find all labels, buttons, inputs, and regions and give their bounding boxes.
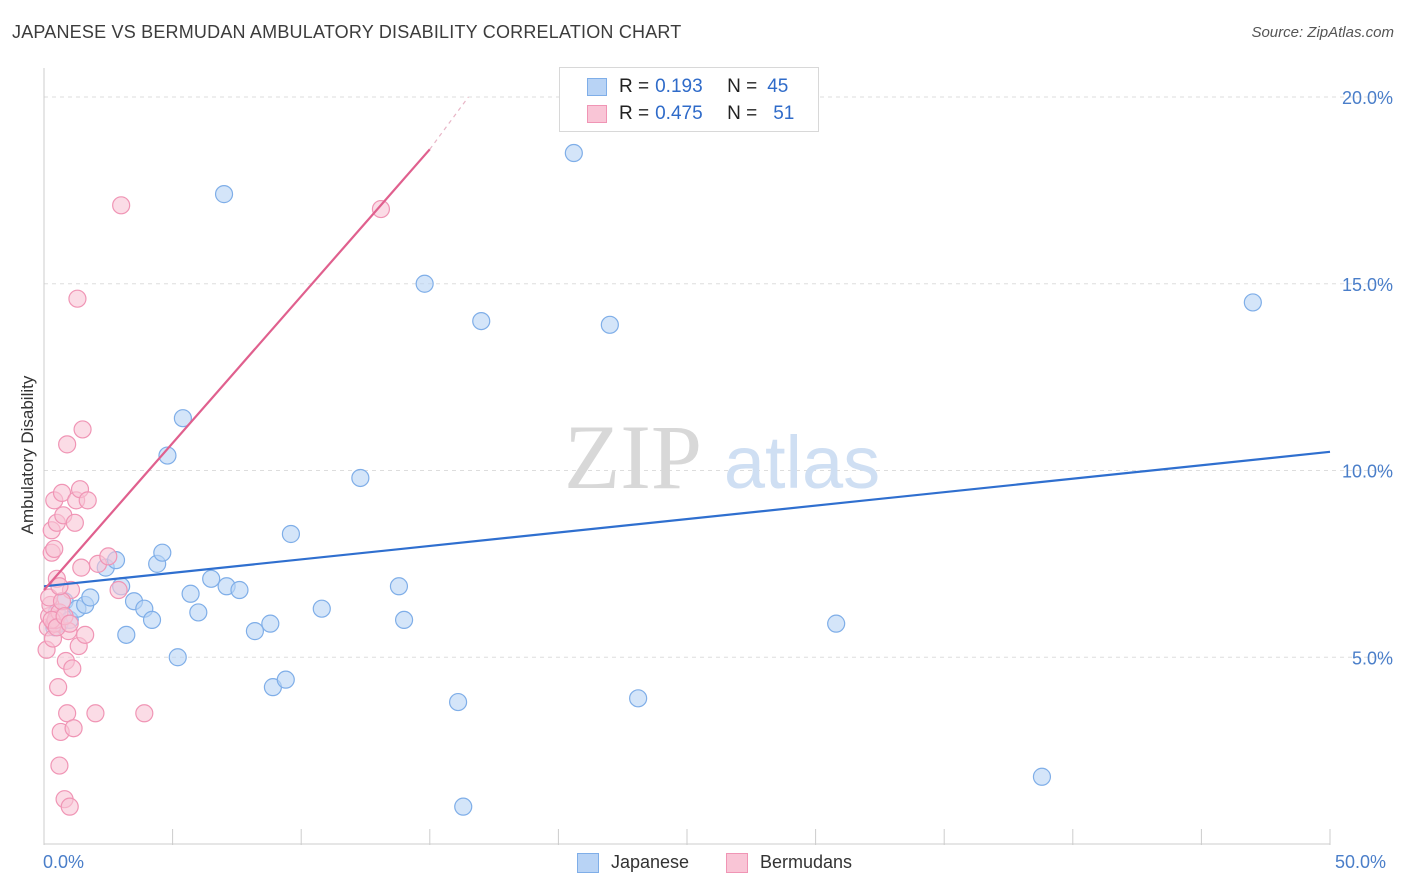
japanese-point	[454, 797, 473, 816]
japanese-point	[312, 599, 331, 618]
correlation-legend: R = 0.193 N = 45 R = 0.475 N = 51	[559, 67, 819, 132]
japanese-point	[600, 315, 619, 334]
japanese-point	[189, 603, 208, 622]
bermudan-trend-extension	[429, 96, 469, 150]
bermudan-point	[65, 513, 84, 532]
legend-row-japanese: R = 0.193 N = 45	[560, 74, 788, 100]
r-label: R =	[619, 76, 650, 97]
japanese-point	[158, 446, 177, 465]
japanese-trend-line	[43, 450, 1331, 588]
x-tick-label-min: 0.0%	[43, 852, 85, 872]
japanese-swatch	[587, 78, 607, 96]
bermudan-point	[86, 704, 105, 723]
bermudan-point	[99, 547, 118, 566]
r-value: 0.475	[655, 103, 703, 124]
japanese-point	[117, 625, 136, 644]
bermudan-point	[58, 435, 77, 454]
japanese-point	[168, 648, 187, 667]
japanese-point	[276, 670, 295, 689]
y-tick-label-2: 15.0%	[1342, 275, 1393, 295]
x-tick-label-max: 50.0%	[1335, 852, 1387, 872]
y-tick-label-3: 20.0%	[1342, 88, 1393, 108]
bermudan-point	[112, 196, 131, 215]
watermark-zip: ZIP	[564, 406, 702, 508]
japanese-point	[564, 143, 583, 163]
japanese-point	[214, 185, 234, 204]
bermudan-point	[135, 704, 154, 723]
trend-lines	[43, 96, 1331, 591]
watermark-atlas: atlas	[724, 421, 880, 504]
japanese-swatch	[577, 852, 599, 873]
bermudan-point	[73, 420, 92, 439]
bermudan-point	[63, 659, 82, 678]
japanese-point	[827, 614, 846, 633]
japanese-point	[261, 614, 280, 633]
japanese-point	[181, 584, 200, 603]
r-value: 0.193	[655, 76, 703, 97]
legend-item-bermudan: Bermudans	[726, 852, 852, 873]
bermudan-point	[60, 797, 79, 816]
bermudan-points	[37, 196, 391, 816]
n-label: N =	[727, 76, 758, 97]
n-value: 45	[767, 76, 789, 97]
japanese-point	[394, 610, 414, 630]
bermudan-point	[49, 678, 68, 697]
bermudan-point	[76, 625, 95, 644]
japanese-point	[81, 588, 100, 607]
japanese-point	[415, 274, 434, 293]
r-label: R =	[619, 103, 650, 124]
bermudan-point	[68, 289, 87, 308]
series-legend: Japanese Bermudans	[0, 852, 1406, 876]
chart-title: JAPANESE VS BERMUDAN AMBULATORY DISABILI…	[12, 22, 682, 42]
n-label: N =	[727, 103, 758, 124]
grid-lines	[44, 96, 1392, 658]
bermudan-point	[371, 199, 391, 219]
japanese-point	[448, 692, 468, 712]
bermudan-point	[78, 491, 97, 510]
bermudan-point	[58, 704, 77, 723]
bermudan-point	[72, 558, 91, 577]
axes	[43, 68, 1331, 845]
bermudan-point	[45, 539, 64, 559]
bermudan-point	[64, 719, 83, 738]
bermudan-swatch	[726, 852, 748, 873]
japanese-point	[230, 580, 249, 600]
japanese-point	[1032, 767, 1052, 786]
watermark: ZIP atlas	[564, 406, 880, 508]
japanese-point	[629, 689, 648, 708]
japanese-point	[351, 468, 370, 488]
bermudan-point	[50, 756, 69, 775]
bermudan-swatch	[587, 105, 607, 123]
y-tick-labels: 5.0% 10.0% 15.0% 20.0%	[1342, 88, 1393, 668]
japanese-point	[472, 312, 491, 331]
japanese-point	[281, 524, 301, 544]
bermudan-point	[60, 614, 79, 633]
source-label: Source: ZipAtlas.com	[1251, 24, 1394, 41]
japanese-point	[1243, 293, 1262, 312]
bermudan-point	[52, 592, 72, 611]
legend-label-bermudan: Bermudans	[760, 852, 853, 872]
legend-item-japanese: Japanese	[577, 852, 689, 873]
bermudan-trend-line	[43, 148, 431, 591]
japanese-point	[142, 610, 162, 630]
legend-label-japanese: Japanese	[611, 852, 690, 872]
legend-row-bermudan: R = 0.475 N = 51	[560, 101, 794, 127]
japanese-point	[245, 622, 265, 641]
y-tick-label-1: 10.0%	[1342, 462, 1393, 482]
japanese-point	[173, 409, 192, 428]
bermudan-point	[52, 483, 72, 503]
japanese-point	[389, 577, 409, 596]
n-value: 51	[773, 103, 795, 124]
bermudan-point	[109, 580, 128, 600]
y-tick-label-0: 5.0%	[1352, 648, 1393, 668]
japanese-point	[202, 569, 221, 588]
japanese-point	[153, 543, 172, 562]
